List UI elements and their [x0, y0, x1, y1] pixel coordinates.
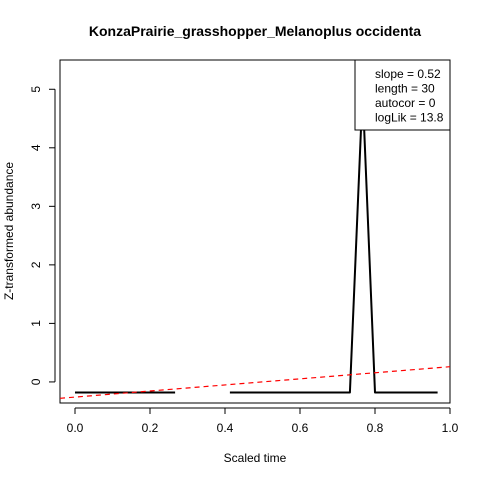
legend-entry: autocor = 0 [375, 96, 436, 110]
legend-entry: slope = 0.52 [375, 67, 441, 81]
x-axis: 0.0 0.2 0.4 0.6 0.8 1.0 [67, 407, 459, 435]
x-tick-label: 0.4 [217, 421, 234, 435]
legend-entry: length = 30 [375, 82, 435, 96]
x-tick-label: 0.0 [67, 421, 84, 435]
x-tick-label: 1.0 [442, 421, 459, 435]
y-tick-label: 0 [29, 378, 43, 385]
y-axis-label: Z-transformed abundance [2, 162, 16, 300]
legend-entry: logLik = 13.8 [375, 111, 444, 125]
y-tick-label: 5 [29, 86, 43, 93]
plot-frame [59, 59, 451, 404]
x-tick-label: 0.6 [292, 421, 309, 435]
y-tick-label: 1 [29, 320, 43, 327]
x-tick-label: 0.2 [142, 421, 159, 435]
x-tick-label: 0.8 [367, 421, 384, 435]
y-tick-label: 2 [29, 261, 43, 268]
y-tick-label: 3 [29, 203, 43, 210]
y-tick-label: 4 [29, 144, 43, 151]
chart-title: KonzaPrairie_grasshopper_Melanoplus occi… [89, 23, 421, 39]
y-axis: 0 1 2 3 4 5 [29, 86, 56, 385]
trend-line [59, 366, 451, 399]
x-axis-label: Scaled time [224, 451, 287, 465]
legend-box [354, 59, 451, 131]
